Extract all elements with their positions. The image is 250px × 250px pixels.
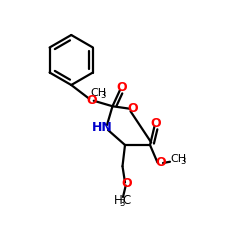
Text: CH: CH: [90, 88, 106, 98]
Text: O: O: [128, 102, 138, 115]
Text: 3: 3: [180, 158, 186, 166]
Text: O: O: [155, 156, 166, 170]
Text: O: O: [116, 80, 126, 94]
Text: C: C: [122, 194, 130, 207]
Text: HN: HN: [92, 121, 113, 134]
Text: O: O: [150, 117, 161, 130]
Text: H: H: [114, 194, 122, 207]
Text: O: O: [86, 94, 97, 107]
Text: O: O: [121, 176, 132, 190]
Text: 3: 3: [100, 91, 105, 100]
Text: CH: CH: [170, 154, 186, 164]
Text: 3: 3: [120, 199, 125, 208]
